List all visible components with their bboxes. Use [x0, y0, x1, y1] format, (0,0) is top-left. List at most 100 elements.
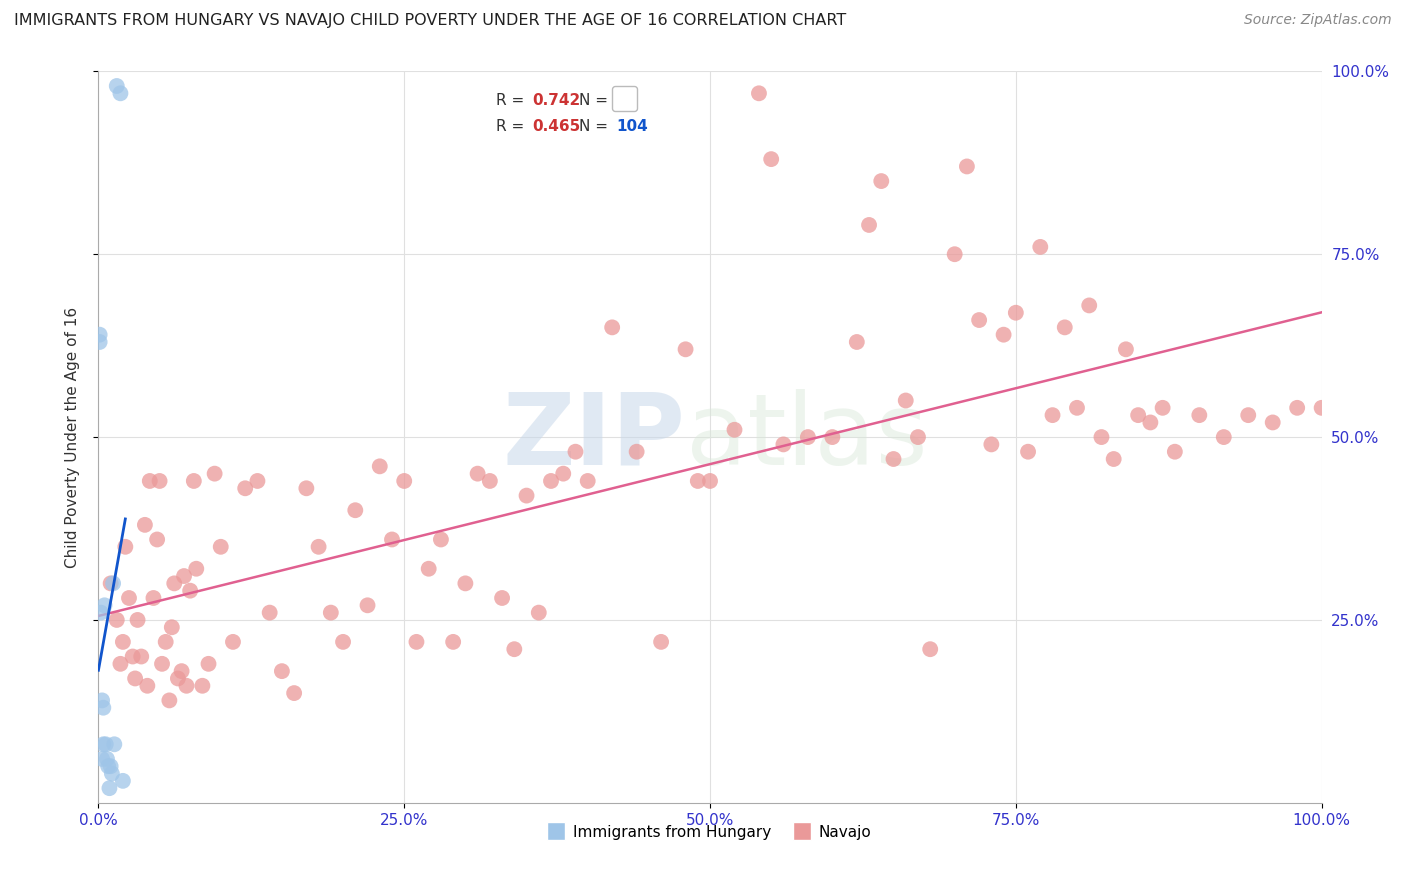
Point — [883, 452, 905, 467]
Point — [430, 533, 453, 547]
Point — [157, 693, 180, 707]
Point — [149, 474, 172, 488]
Point — [100, 576, 122, 591]
Point — [1078, 298, 1101, 312]
Point — [183, 474, 205, 488]
Point — [90, 606, 112, 620]
Point — [319, 606, 342, 620]
Point — [127, 613, 149, 627]
Point — [332, 635, 354, 649]
Point — [1188, 408, 1211, 422]
Point — [222, 635, 245, 649]
Point — [97, 759, 120, 773]
Point — [163, 576, 186, 591]
Point — [772, 437, 794, 451]
Point — [295, 481, 318, 495]
Point — [540, 474, 562, 488]
Point — [967, 313, 990, 327]
Point — [111, 773, 134, 788]
Point — [564, 444, 586, 458]
Point — [894, 393, 917, 408]
Point — [246, 474, 269, 488]
Point — [191, 679, 214, 693]
Point — [101, 576, 124, 591]
Point — [129, 649, 152, 664]
Point — [1017, 444, 1039, 458]
Point — [1102, 452, 1125, 467]
Point — [136, 679, 159, 693]
Point — [259, 606, 281, 620]
Point — [600, 320, 623, 334]
Point — [907, 430, 929, 444]
Point — [170, 664, 193, 678]
Text: R =: R = — [496, 119, 529, 134]
Point — [821, 430, 844, 444]
Text: 18: 18 — [616, 94, 637, 108]
Point — [134, 517, 156, 532]
Point — [1152, 401, 1174, 415]
Point — [94, 737, 117, 751]
Point — [270, 664, 294, 678]
Point — [1139, 416, 1161, 430]
Point — [111, 635, 134, 649]
Point — [1164, 444, 1187, 458]
Point — [173, 569, 195, 583]
Point — [1004, 306, 1026, 320]
Point — [308, 540, 330, 554]
Point — [748, 87, 770, 101]
Text: IMMIGRANTS FROM HUNGARY VS NAVAJO CHILD POVERTY UNDER THE AGE OF 16 CORRELATION : IMMIGRANTS FROM HUNGARY VS NAVAJO CHILD … — [14, 13, 846, 29]
Point — [110, 657, 132, 671]
Point — [1286, 401, 1309, 415]
Point — [167, 672, 190, 686]
Point — [233, 481, 256, 495]
Point — [956, 160, 979, 174]
Point — [675, 343, 697, 357]
Point — [1029, 240, 1052, 254]
Point — [186, 562, 208, 576]
Point — [89, 327, 111, 342]
Point — [626, 444, 648, 458]
Point — [91, 752, 114, 766]
Point — [441, 635, 464, 649]
Point — [467, 467, 489, 481]
Point — [91, 693, 114, 707]
Point — [1090, 430, 1112, 444]
Point — [515, 489, 537, 503]
Point — [356, 599, 378, 613]
Point — [101, 766, 124, 780]
Point — [197, 657, 219, 671]
Point — [845, 334, 868, 349]
Text: 0.465: 0.465 — [533, 119, 581, 134]
Point — [553, 467, 575, 481]
Point — [797, 430, 820, 444]
Point — [392, 474, 416, 488]
Point — [204, 467, 226, 481]
Point — [100, 759, 122, 773]
Point — [1261, 416, 1284, 430]
Point — [686, 474, 709, 488]
Point — [105, 613, 128, 627]
Point — [1310, 401, 1333, 415]
Point — [993, 327, 1015, 342]
Point — [503, 642, 526, 657]
Point — [870, 174, 893, 188]
Point — [723, 423, 745, 437]
Point — [96, 752, 118, 766]
Point — [283, 686, 305, 700]
Y-axis label: Child Poverty Under the Age of 16: Child Poverty Under the Age of 16 — [65, 307, 80, 567]
Point — [858, 218, 880, 232]
Point — [699, 474, 721, 488]
Point — [405, 635, 427, 649]
Point — [368, 459, 391, 474]
Point — [209, 540, 232, 554]
Point — [114, 540, 136, 554]
Text: N =: N = — [579, 94, 613, 108]
Point — [150, 657, 173, 671]
Point — [160, 620, 183, 634]
Point — [142, 591, 165, 605]
Point — [89, 334, 111, 349]
Text: R =: R = — [496, 94, 529, 108]
Point — [344, 503, 367, 517]
Text: ZIP: ZIP — [503, 389, 686, 485]
Point — [139, 474, 162, 488]
